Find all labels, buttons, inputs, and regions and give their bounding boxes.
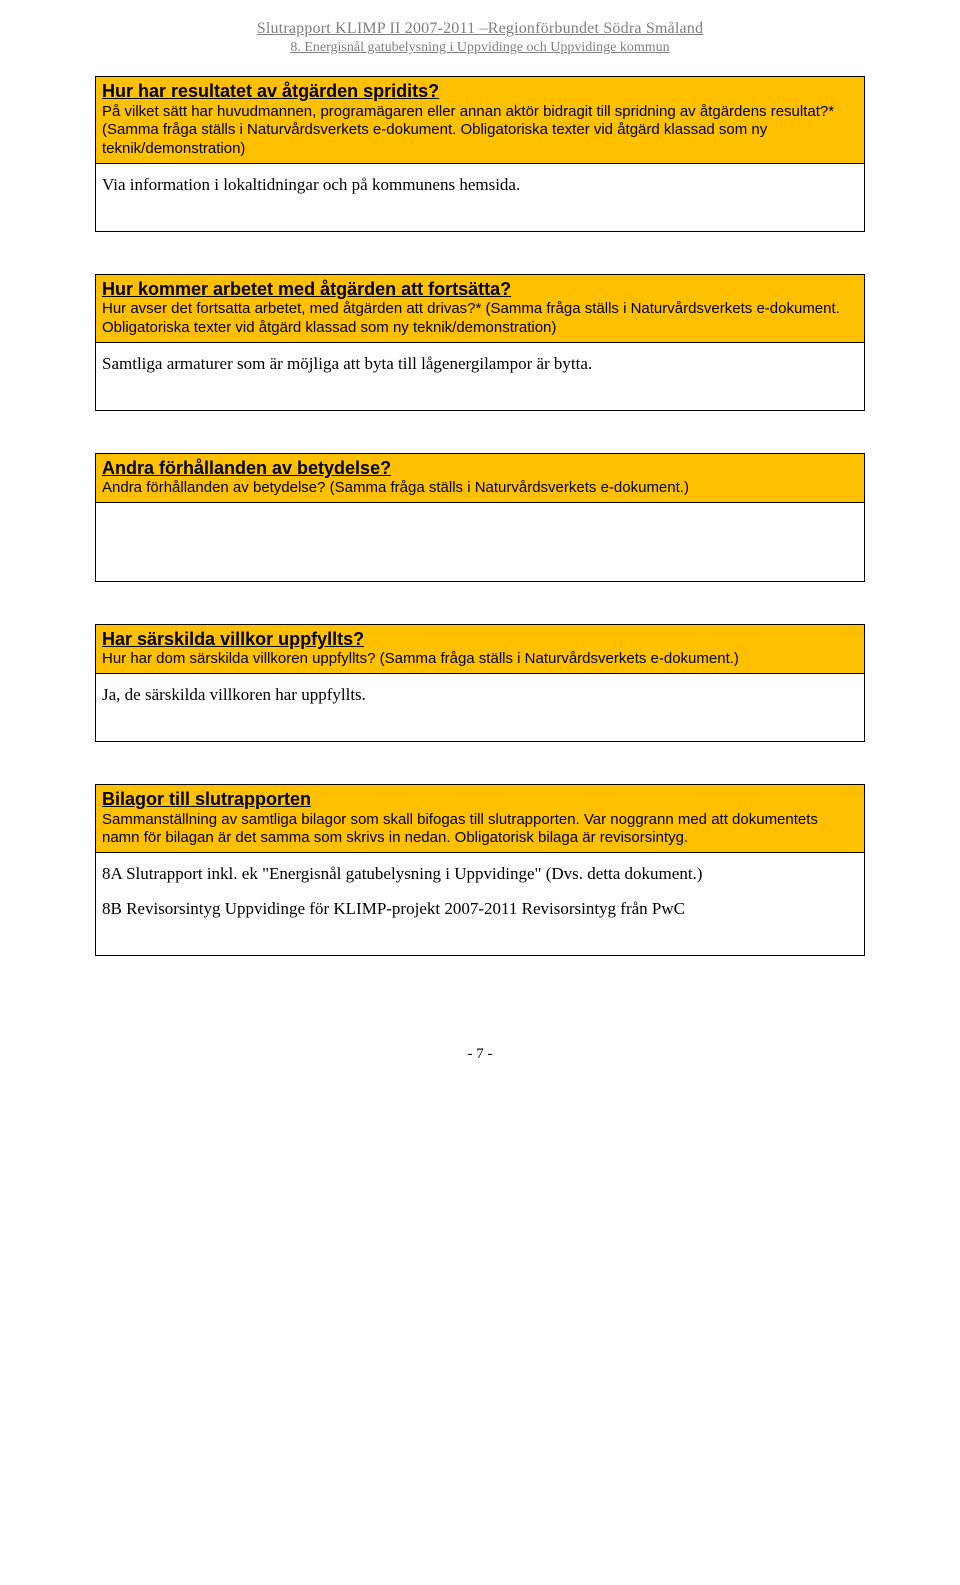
page-header: Slutrapport KLIMP II 2007-2011 –Regionfö…: [95, 20, 865, 56]
section: Bilagor till slutrapportenSammanställnin…: [95, 784, 865, 956]
section-body-paragraph: Samtliga armaturer som är möjliga att by…: [102, 353, 858, 376]
section-body-paragraph: 8A Slutrapport inkl. ek "Energisnål gatu…: [102, 863, 858, 886]
header-subtitle: 8. Energisnål gatubelysning i Uppvidinge…: [95, 40, 865, 56]
section-subtext: Hur avser det fortsatta arbetet, med åtg…: [96, 300, 864, 342]
section-body-paragraph: Via information i lokaltidningar och på …: [102, 174, 858, 197]
section-subtext: Hur har dom särskilda villkoren uppfyllt…: [96, 650, 864, 673]
section-subtext: Sammanställning av samtliga bilagor som …: [96, 811, 864, 853]
section-body: 8A Slutrapport inkl. ek "Energisnål gatu…: [95, 852, 865, 956]
section-subtext: Andra förhållanden av betydelse? (Samma …: [96, 479, 864, 502]
section-title: Hur kommer arbetet med åtgärden att fort…: [96, 275, 864, 301]
section: Andra förhållanden av betydelse?Andra fö…: [95, 453, 865, 582]
section-header: Andra förhållanden av betydelse?Andra fö…: [95, 453, 865, 502]
section-header: Hur har resultatet av åtgärden spridits?…: [95, 76, 865, 163]
document-page: Slutrapport KLIMP II 2007-2011 –Regionfö…: [0, 0, 960, 1093]
section-header: Bilagor till slutrapportenSammanställnin…: [95, 784, 865, 852]
section-body-paragraph: 8B Revisorsintyg Uppvidinge för KLIMP-pr…: [102, 898, 858, 921]
section-body-paragraph: Ja, de särskilda villkoren har uppfyllts…: [102, 684, 858, 707]
section-header: Har särskilda villkor uppfyllts?Hur har …: [95, 624, 865, 673]
section-title: Andra förhållanden av betydelse?: [96, 454, 864, 480]
section: Har särskilda villkor uppfyllts?Hur har …: [95, 624, 865, 742]
section-subtext: På vilket sätt har huvudmannen, programä…: [96, 103, 864, 163]
section: Hur kommer arbetet med åtgärden att fort…: [95, 274, 865, 411]
section-title: Hur har resultatet av åtgärden spridits?: [96, 77, 864, 103]
section-header: Hur kommer arbetet med åtgärden att fort…: [95, 274, 865, 342]
section-body: [95, 502, 865, 582]
section-body: Samtliga armaturer som är möjliga att by…: [95, 342, 865, 411]
section-title: Har särskilda villkor uppfyllts?: [96, 625, 864, 651]
section-body: Ja, de särskilda villkoren har uppfyllts…: [95, 673, 865, 742]
page-footer: - 7 -: [95, 1046, 865, 1063]
section: Hur har resultatet av åtgärden spridits?…: [95, 76, 865, 232]
header-title: Slutrapport KLIMP II 2007-2011 –Regionfö…: [95, 20, 865, 38]
section-body: Via information i lokaltidningar och på …: [95, 163, 865, 232]
sections-container: Hur har resultatet av åtgärden spridits?…: [95, 76, 865, 956]
section-title: Bilagor till slutrapporten: [96, 785, 864, 811]
